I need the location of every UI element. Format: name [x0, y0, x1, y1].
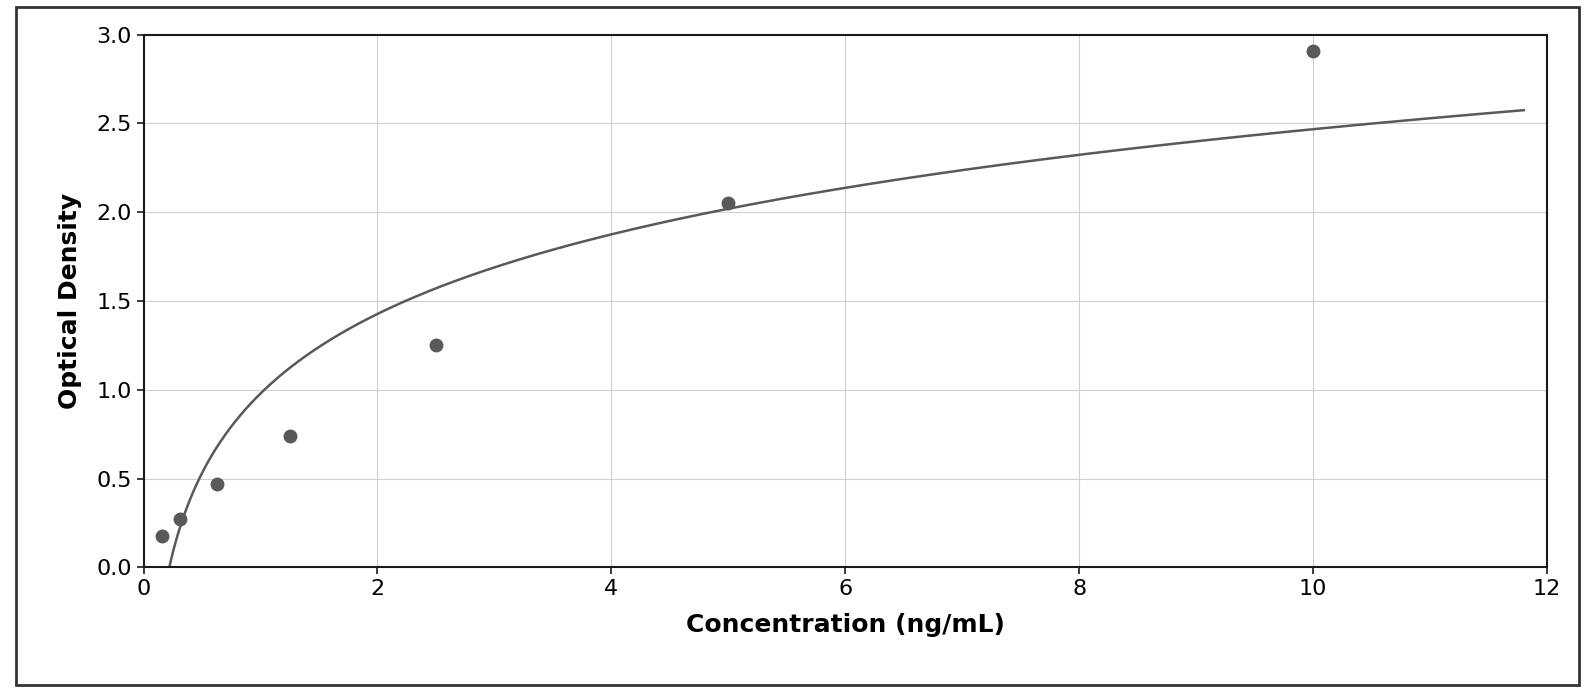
Point — [1300, 45, 1325, 56]
X-axis label: Concentration (ng/mL): Concentration (ng/mL) — [686, 613, 1005, 637]
Y-axis label: Optical Density: Optical Density — [59, 193, 83, 409]
Point — [204, 478, 230, 489]
Point — [167, 514, 193, 525]
Point — [716, 198, 742, 209]
Point — [278, 430, 303, 441]
Point — [423, 340, 448, 351]
Point — [148, 531, 174, 542]
